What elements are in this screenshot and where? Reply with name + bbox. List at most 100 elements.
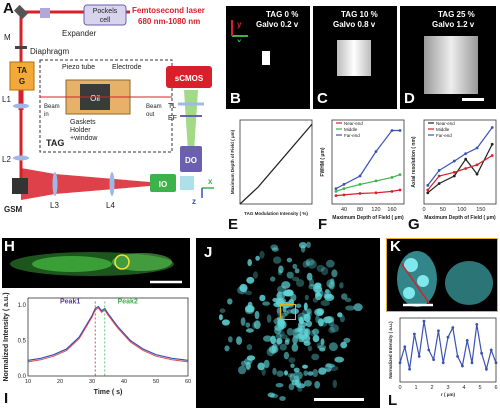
image-c-slab bbox=[337, 40, 371, 76]
cell-nucleus bbox=[303, 370, 309, 376]
x-tick-label: 2 bbox=[430, 385, 433, 391]
holder-label: Holder bbox=[70, 127, 91, 134]
cell-nucleus bbox=[353, 303, 363, 312]
cell-nucleus bbox=[314, 289, 319, 298]
detection-objective bbox=[180, 146, 202, 172]
cell-nucleus bbox=[306, 241, 311, 248]
cell-nucleus bbox=[303, 380, 312, 387]
tag-lens bbox=[9, 61, 35, 91]
x-axis-label: Maximum Depth of Field ( μm) bbox=[424, 215, 496, 221]
plot-frame bbox=[27, 297, 189, 377]
tag-box-label: TAG bbox=[46, 138, 64, 148]
scale-bar-d bbox=[462, 98, 484, 101]
plot-frame bbox=[423, 119, 497, 205]
l3-label: L3 bbox=[50, 201, 59, 210]
cell-nucleus bbox=[259, 294, 266, 302]
cell-nucleus bbox=[331, 269, 338, 278]
cell-nucleus bbox=[334, 356, 344, 363]
data-point-0-1 bbox=[342, 193, 346, 197]
cell-nucleus bbox=[245, 361, 251, 370]
data-point-0-11 bbox=[451, 326, 455, 329]
cell-nucleus bbox=[292, 332, 302, 337]
cell-nucleus bbox=[313, 285, 323, 293]
cell-nucleus bbox=[245, 305, 255, 313]
x-tick-label: 150 bbox=[476, 207, 485, 213]
cell-nucleus bbox=[276, 291, 286, 300]
y-axis-label: Normalized Intensity ( a.u.) bbox=[388, 321, 393, 379]
data-point-2-5 bbox=[398, 129, 402, 132]
cell-nucleus bbox=[323, 316, 333, 324]
legend-label-1: Middle bbox=[436, 127, 450, 132]
mirror-m bbox=[13, 4, 29, 20]
data-point-0-4 bbox=[390, 190, 394, 193]
cell-nucleus bbox=[279, 343, 287, 351]
chart-i: 10 20 30 40 50 60 0.0 0.5 1.0 Time ( s) Normalized… bbox=[3, 292, 191, 396]
cell-nucleus bbox=[236, 336, 242, 345]
x-tick-label: 50 bbox=[440, 207, 446, 213]
cells-image bbox=[218, 241, 363, 401]
x-tick-label: 4 bbox=[462, 385, 465, 391]
tag-lens-label-1: TA bbox=[17, 66, 27, 75]
tag-lens-label-2: G bbox=[19, 77, 25, 86]
expander-label: Expander bbox=[62, 29, 97, 38]
cell-nucleus bbox=[337, 312, 343, 318]
cell-nucleus bbox=[261, 367, 266, 376]
plot-frame bbox=[239, 119, 313, 205]
cell-nucleus bbox=[278, 265, 284, 274]
cell-nucleus bbox=[295, 303, 302, 308]
cell-nucleus bbox=[293, 371, 303, 380]
x-tick-label: 0 bbox=[398, 385, 401, 391]
l4-label: L4 bbox=[106, 201, 115, 210]
lens-l2 bbox=[13, 155, 29, 161]
beam-in-label-1: Beam bbox=[44, 104, 60, 110]
cell-nucleus bbox=[245, 290, 253, 296]
cell-nucleus bbox=[305, 258, 315, 266]
legend-label-2: Far-end bbox=[344, 133, 360, 138]
x-tick-label: 50 bbox=[153, 379, 159, 385]
cell-nucleus bbox=[298, 316, 305, 324]
cell-nucleus bbox=[245, 361, 251, 371]
cell-nucleus bbox=[323, 293, 333, 299]
setup-diagram: Pockels cell Femtosecond laser 680 nm-10… bbox=[2, 4, 214, 214]
cell-nucleus bbox=[340, 341, 348, 349]
cell-nucleus bbox=[318, 318, 324, 327]
cell-nucleus bbox=[286, 328, 294, 336]
panel-label-b: B bbox=[230, 90, 241, 107]
cell-nucleus bbox=[307, 371, 314, 376]
series-line-0 bbox=[239, 123, 313, 205]
data-point-1-2 bbox=[358, 183, 362, 186]
panel-label-e: E bbox=[228, 216, 239, 233]
y-axis-label: Normalized Intensity ( a.u.) bbox=[3, 292, 10, 381]
cell-nucleus bbox=[304, 294, 309, 301]
lens-l1 bbox=[13, 103, 29, 109]
x-tick-label: 40 bbox=[341, 207, 347, 213]
cell-nucleus bbox=[343, 337, 351, 343]
zebrafish bbox=[10, 252, 182, 284]
cell-nucleus bbox=[301, 334, 311, 343]
cell-nucleus bbox=[262, 301, 270, 306]
cell-nucleus bbox=[238, 365, 247, 375]
data-point-2-3 bbox=[464, 152, 468, 155]
ef-label: EF bbox=[168, 115, 177, 122]
x-tick-label: 120 bbox=[371, 207, 380, 213]
cell-nucleus bbox=[273, 256, 282, 264]
cell-nucleus bbox=[259, 250, 265, 259]
zoom-box bbox=[280, 304, 296, 320]
cell-nucleus bbox=[314, 282, 322, 288]
cell-nucleus bbox=[345, 297, 352, 303]
x-axis-label: r ( μm) bbox=[441, 392, 456, 397]
cell-nucleus bbox=[325, 363, 335, 368]
cell-nucleus bbox=[303, 302, 308, 311]
y-tick-label: 0.5 bbox=[18, 339, 27, 345]
cell-nucleus bbox=[339, 282, 344, 289]
panel-label-d: D bbox=[404, 90, 415, 107]
legend-label-1: Middle bbox=[344, 127, 358, 132]
data-point-0-2 bbox=[358, 192, 362, 195]
cell-nucleus bbox=[290, 363, 295, 369]
image-j bbox=[196, 238, 380, 408]
lens-l4 bbox=[109, 172, 115, 196]
cell-nucleus bbox=[306, 272, 313, 281]
cell-nucleus bbox=[272, 367, 277, 375]
cell-nucleus bbox=[326, 279, 335, 288]
series-line-0 bbox=[27, 305, 189, 361]
